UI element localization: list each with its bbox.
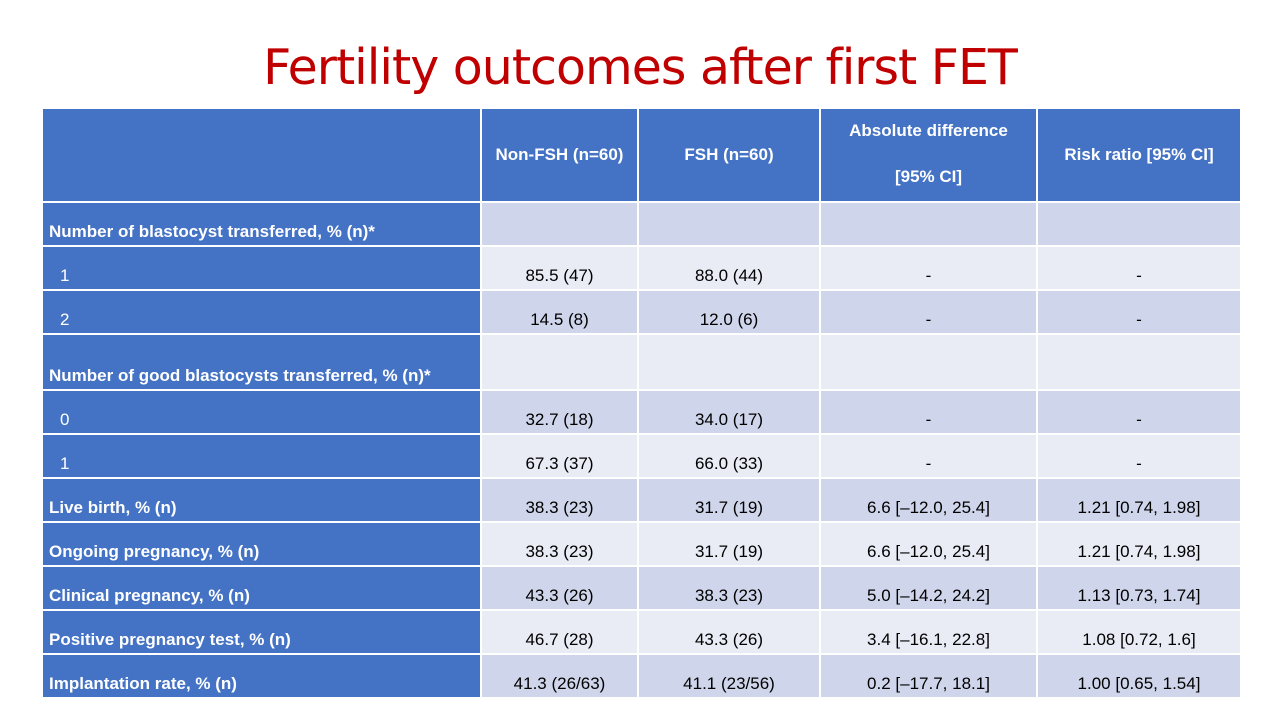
header-absolute-difference-line1: Absolute difference bbox=[849, 121, 1008, 140]
cell-abs-diff: 0.2 [–17.7, 18.1] bbox=[819, 653, 1038, 699]
cell-abs-diff bbox=[819, 201, 1038, 247]
header-risk-ratio: Risk ratio [95% CI] bbox=[1036, 107, 1242, 203]
cell-risk-ratio: 1.00 [0.65, 1.54] bbox=[1036, 653, 1242, 699]
row-label: Ongoing pregnancy, % (n) bbox=[41, 521, 482, 567]
cell-risk-ratio: - bbox=[1036, 433, 1242, 479]
table-row: Live birth, % (n) 38.3 (23) 31.7 (19) 6.… bbox=[41, 477, 1242, 523]
cell-abs-diff: 6.6 [–12.0, 25.4] bbox=[819, 477, 1038, 523]
cell-risk-ratio bbox=[1036, 201, 1242, 247]
row-label: Number of blastocyst transferred, % (n)* bbox=[41, 201, 482, 247]
cell-non-fsh: 38.3 (23) bbox=[480, 521, 639, 567]
cell-abs-diff: 5.0 [–14.2, 24.2] bbox=[819, 565, 1038, 611]
cell-fsh: 66.0 (33) bbox=[637, 433, 821, 479]
header-fsh: FSH (n=60) bbox=[637, 107, 821, 203]
table-row: 1 85.5 (47) 88.0 (44) - - bbox=[41, 245, 1242, 291]
cell-fsh bbox=[637, 201, 821, 247]
cell-non-fsh: 67.3 (37) bbox=[480, 433, 639, 479]
table-row: 0 32.7 (18) 34.0 (17) - - bbox=[41, 389, 1242, 435]
cell-fsh: 31.7 (19) bbox=[637, 521, 821, 567]
row-label: 2 bbox=[41, 289, 482, 335]
cell-non-fsh bbox=[480, 333, 639, 391]
cell-risk-ratio: 1.13 [0.73, 1.74] bbox=[1036, 565, 1242, 611]
table-row: Number of good blastocysts transferred, … bbox=[41, 333, 1242, 391]
table-row: Implantation rate, % (n) 41.3 (26/63) 41… bbox=[41, 653, 1242, 699]
cell-risk-ratio: 1.21 [0.74, 1.98] bbox=[1036, 521, 1242, 567]
cell-fsh: 12.0 (6) bbox=[637, 289, 821, 335]
header-non-fsh: Non-FSH (n=60) bbox=[480, 107, 639, 203]
outcomes-table: Non-FSH (n=60) FSH (n=60) Absolute diffe… bbox=[41, 107, 1242, 699]
cell-risk-ratio: - bbox=[1036, 389, 1242, 435]
table-row: Ongoing pregnancy, % (n) 38.3 (23) 31.7 … bbox=[41, 521, 1242, 567]
cell-fsh: 34.0 (17) bbox=[637, 389, 821, 435]
header-row: Non-FSH (n=60) FSH (n=60) Absolute diffe… bbox=[41, 107, 1242, 203]
row-label: 0 bbox=[41, 389, 482, 435]
row-label: Number of good blastocysts transferred, … bbox=[41, 333, 482, 391]
table-row: 1 67.3 (37) 66.0 (33) - - bbox=[41, 433, 1242, 479]
cell-non-fsh: 43.3 (26) bbox=[480, 565, 639, 611]
row-label: Clinical pregnancy, % (n) bbox=[41, 565, 482, 611]
cell-risk-ratio bbox=[1036, 333, 1242, 391]
row-label: Implantation rate, % (n) bbox=[41, 653, 482, 699]
cell-fsh: 43.3 (26) bbox=[637, 609, 821, 655]
table-row: Positive pregnancy test, % (n) 46.7 (28)… bbox=[41, 609, 1242, 655]
cell-fsh: 41.1 (23/56) bbox=[637, 653, 821, 699]
row-label: 1 bbox=[41, 245, 482, 291]
cell-abs-diff: - bbox=[819, 389, 1038, 435]
cell-risk-ratio: 1.21 [0.74, 1.98] bbox=[1036, 477, 1242, 523]
header-label-col bbox=[41, 107, 482, 203]
slide-title: Fertility outcomes after first FET bbox=[263, 39, 1018, 96]
header-absolute-difference: Absolute difference [95% CI] bbox=[819, 107, 1038, 203]
cell-non-fsh: 14.5 (8) bbox=[480, 289, 639, 335]
cell-risk-ratio: - bbox=[1036, 289, 1242, 335]
row-label: 1 bbox=[41, 433, 482, 479]
cell-abs-diff: - bbox=[819, 433, 1038, 479]
cell-non-fsh: 32.7 (18) bbox=[480, 389, 639, 435]
table-row: Number of blastocyst transferred, % (n)* bbox=[41, 201, 1242, 247]
cell-non-fsh: 38.3 (23) bbox=[480, 477, 639, 523]
cell-fsh bbox=[637, 333, 821, 391]
cell-risk-ratio: - bbox=[1036, 245, 1242, 291]
cell-non-fsh: 41.3 (26/63) bbox=[480, 653, 639, 699]
cell-abs-diff: 3.4 [–16.1, 22.8] bbox=[819, 609, 1038, 655]
cell-non-fsh: 85.5 (47) bbox=[480, 245, 639, 291]
cell-abs-diff: - bbox=[819, 289, 1038, 335]
cell-abs-diff: - bbox=[819, 245, 1038, 291]
cell-abs-diff bbox=[819, 333, 1038, 391]
row-label: Live birth, % (n) bbox=[41, 477, 482, 523]
cell-non-fsh bbox=[480, 201, 639, 247]
row-label: Positive pregnancy test, % (n) bbox=[41, 609, 482, 655]
cell-fsh: 38.3 (23) bbox=[637, 565, 821, 611]
cell-fsh: 88.0 (44) bbox=[637, 245, 821, 291]
cell-risk-ratio: 1.08 [0.72, 1.6] bbox=[1036, 609, 1242, 655]
table-row: Clinical pregnancy, % (n) 43.3 (26) 38.3… bbox=[41, 565, 1242, 611]
header-absolute-difference-line2: [95% CI] bbox=[894, 167, 963, 186]
cell-abs-diff: 6.6 [–12.0, 25.4] bbox=[819, 521, 1038, 567]
cell-non-fsh: 46.7 (28) bbox=[480, 609, 639, 655]
cell-fsh: 31.7 (19) bbox=[637, 477, 821, 523]
table-row: 2 14.5 (8) 12.0 (6) - - bbox=[41, 289, 1242, 335]
